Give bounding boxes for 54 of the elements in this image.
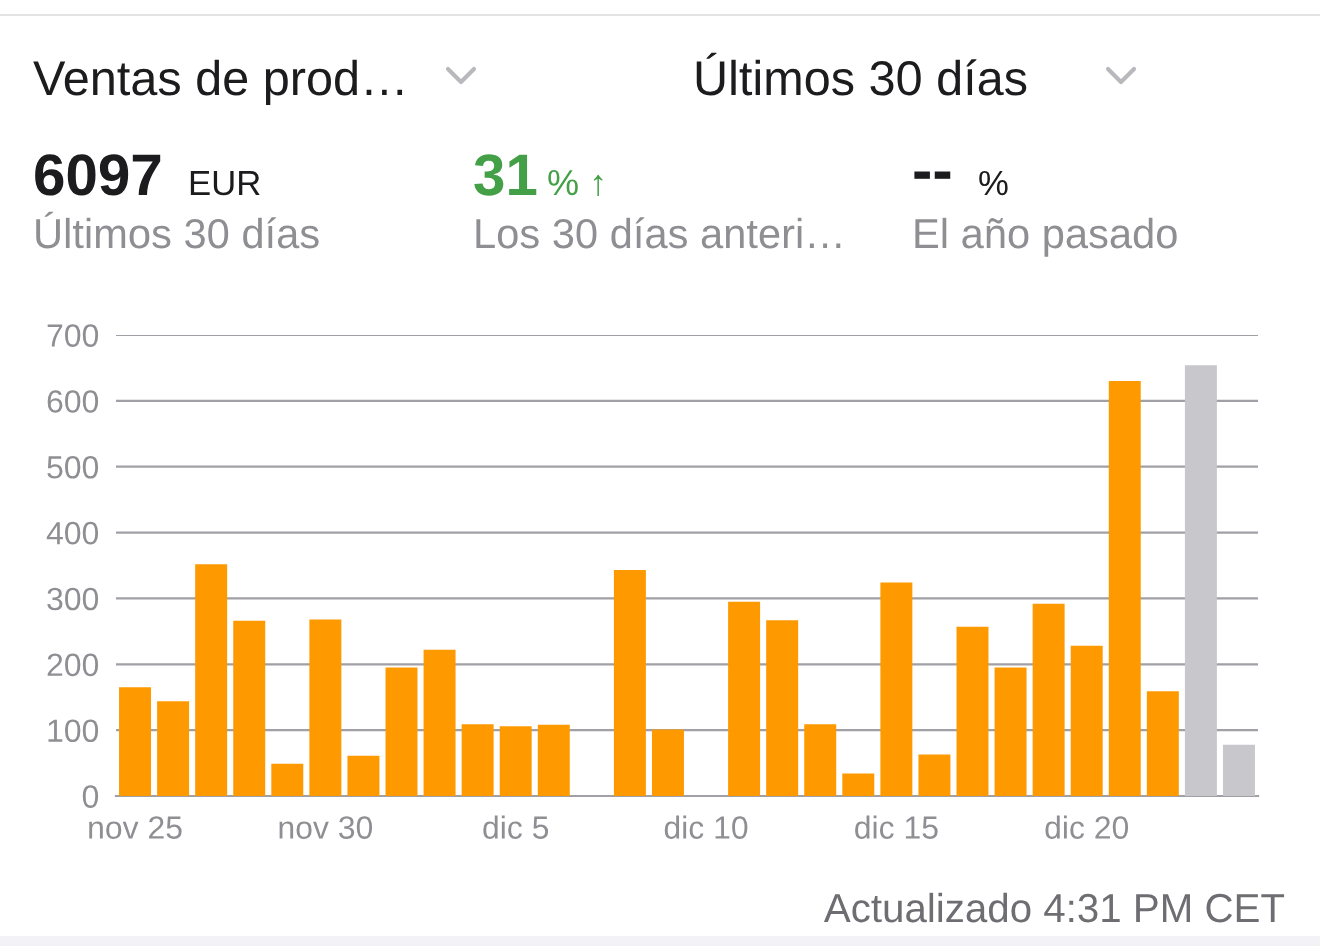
text: EUR	[190, 171, 260, 196]
text: % ↑	[548, 169, 603, 197]
bar	[1184, 365, 1217, 796]
bar	[613, 570, 646, 796]
bar	[1222, 744, 1255, 796]
text: %	[979, 170, 1008, 196]
bar	[157, 701, 190, 796]
chart-title: Ventas de prod…	[33, 59, 403, 106]
bar	[499, 726, 532, 796]
text: Los 30 días anteri…	[476, 217, 841, 249]
bar	[994, 667, 1027, 796]
text: 6097	[35, 154, 161, 196]
bar	[804, 724, 837, 796]
bar	[537, 724, 570, 796]
text: 31	[474, 154, 537, 196]
text: El año pasado	[915, 217, 1177, 257]
bar	[1146, 691, 1179, 796]
y-tick-label: 400	[46, 521, 99, 545]
bar	[347, 755, 380, 796]
text: --	[914, 171, 951, 179]
bar	[956, 626, 989, 796]
x-tick-label: dic 15	[855, 815, 938, 839]
bar	[195, 564, 228, 796]
bar	[842, 773, 875, 796]
text: Últimos 30 días	[696, 52, 1027, 96]
x-tick-label: nov 30	[279, 816, 373, 839]
y-tick-label: 100	[48, 719, 99, 743]
bar	[119, 687, 152, 796]
y-tick-label: 0	[82, 785, 99, 808]
bar	[461, 724, 494, 796]
y-tick-label: 200	[47, 653, 99, 677]
x-tick-label: dic 20	[1045, 815, 1129, 839]
y-tick-label: 300	[47, 587, 99, 611]
bar	[766, 620, 799, 796]
bar	[880, 582, 913, 796]
bar	[271, 763, 304, 796]
bar	[309, 619, 342, 796]
bar	[1070, 645, 1103, 796]
text: Actualizado 4:31 PM CET	[823, 892, 1285, 923]
x-tick-label: dic 5	[483, 815, 549, 839]
bar	[423, 649, 456, 796]
text: Últimos 30 días	[36, 211, 319, 249]
x-tick-label: nov 25	[89, 816, 182, 839]
x-tick-label: dic 10	[664, 815, 748, 839]
bar	[728, 601, 761, 796]
y-tick-label: 700	[47, 324, 99, 347]
bar	[233, 620, 266, 796]
bar	[1032, 603, 1065, 796]
bar	[918, 754, 951, 796]
y-tick-label: 500	[47, 455, 99, 479]
bar	[385, 667, 418, 796]
bar	[1108, 381, 1141, 796]
bar	[651, 729, 684, 796]
y-tick-label: 600	[47, 390, 99, 413]
